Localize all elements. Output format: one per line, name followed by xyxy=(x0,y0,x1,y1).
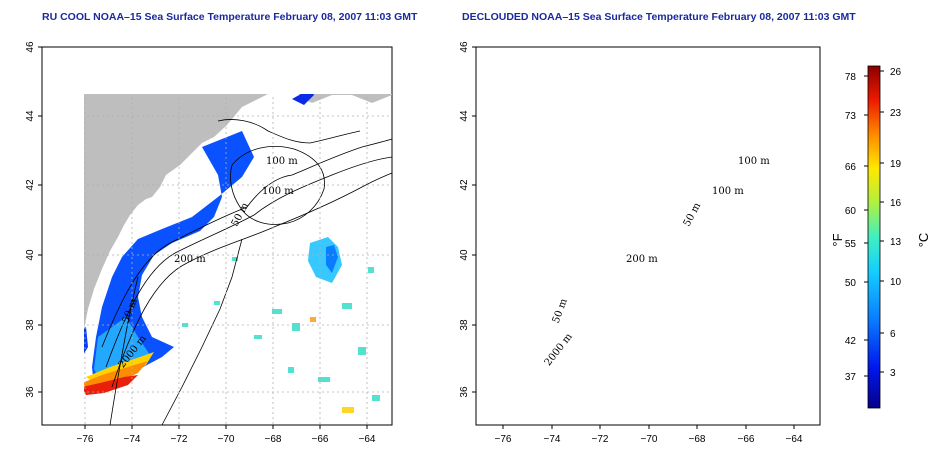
colorbar-c-tick-26: 26 xyxy=(890,67,902,78)
right-contour-label-200m: 200 m xyxy=(626,254,658,265)
right-contour-label-100m-north: 100 m xyxy=(738,156,770,167)
temperature-colorbar: 78 73 66 60 55 50 42 37 26 23 19 16 13 1… xyxy=(830,65,931,409)
left-y-axis: 46 44 42 40 38 36 xyxy=(25,41,42,398)
left-lat-tick-40: 40 xyxy=(25,249,36,261)
left-lon-tick-66: −66 xyxy=(312,434,329,445)
right-lon-tick-66: −66 xyxy=(738,434,755,445)
right-lat-tick-42: 42 xyxy=(459,179,470,191)
colorbar-fahrenheit-unit: °F xyxy=(830,233,845,246)
left-lat-tick-46: 46 xyxy=(25,41,36,53)
right-lat-tick-36: 36 xyxy=(459,386,470,398)
left-contour-label-100m-bank: 100 m xyxy=(262,186,294,197)
left-lat-tick-36: 36 xyxy=(25,386,36,398)
right-lon-tick-70: −70 xyxy=(641,434,658,445)
left-lon-tick-72: −72 xyxy=(171,434,188,445)
left-lon-tick-76: −76 xyxy=(77,434,94,445)
colorbar-c-tick-19: 19 xyxy=(890,159,902,170)
colorbar-c-tick-10: 10 xyxy=(890,277,902,288)
right-lat-tick-46: 46 xyxy=(459,41,470,53)
colorbar-celsius-unit: °C xyxy=(916,233,931,248)
right-lat-tick-38: 38 xyxy=(459,319,470,331)
colorbar-f-tick-50: 50 xyxy=(845,278,857,289)
colorbar-c-tick-23: 23 xyxy=(890,108,902,119)
colorbar-c-tick-13: 13 xyxy=(890,237,902,248)
left-contour-label-100m-north: 100 m xyxy=(266,156,298,167)
left-lat-tick-42: 42 xyxy=(25,179,36,191)
left-map-panel: 100 m 100 m 50 m 200 m 50 m 2000 m −76 −… xyxy=(25,41,393,445)
colorbar-f-tick-55: 55 xyxy=(845,239,857,250)
right-lat-tick-44: 44 xyxy=(459,110,470,122)
colorbar-f-tick-66: 66 xyxy=(845,162,857,173)
left-x-axis: −76 −74 −72 −70 −68 −66 −64 xyxy=(77,425,376,445)
colorbar-f-tick-42: 42 xyxy=(845,336,857,347)
left-grid xyxy=(84,94,392,425)
right-panel-title: DECLOUDED NOAA–15 Sea Surface Temperatur… xyxy=(462,11,856,23)
right-lon-tick-72: −72 xyxy=(592,434,609,445)
colorbar-c-tick-3: 3 xyxy=(890,368,896,379)
right-y-axis: 46 44 42 40 38 36 xyxy=(459,41,476,398)
right-lat-tick-40: 40 xyxy=(459,249,470,261)
left-lon-tick-70: −70 xyxy=(218,434,235,445)
right-lon-tick-76: −76 xyxy=(495,434,512,445)
colorbar-f-tick-37: 37 xyxy=(845,372,857,383)
right-map-panel: 100 m 100 m 50 m 200 m 50 m 2000 m −76 −… xyxy=(459,41,821,445)
right-lon-tick-68: −68 xyxy=(689,434,706,445)
left-lon-tick-74: −74 xyxy=(124,434,141,445)
right-contour-label-100m-bank: 100 m xyxy=(712,186,744,197)
left-sst-field xyxy=(84,94,380,413)
right-lon-tick-64: −64 xyxy=(786,434,803,445)
colorbar-c-tick-6: 6 xyxy=(890,329,896,340)
left-lon-tick-64: −64 xyxy=(359,434,376,445)
left-lat-tick-38: 38 xyxy=(25,319,36,331)
colorbar-c-tick-16: 16 xyxy=(890,198,902,209)
left-panel-title: RU COOL NOAA–15 Sea Surface Temperature … xyxy=(42,11,418,23)
left-contour-label-200m: 200 m xyxy=(174,254,206,265)
right-lon-tick-74: −74 xyxy=(544,434,561,445)
colorbar-f-tick-73: 73 xyxy=(845,111,857,122)
colorbar-f-tick-60: 60 xyxy=(845,206,857,217)
colorbar-f-tick-78: 78 xyxy=(845,72,857,83)
right-x-axis: −76 −74 −72 −70 −68 −66 −64 xyxy=(495,425,803,445)
left-lon-tick-68: −68 xyxy=(265,434,282,445)
left-lat-tick-44: 44 xyxy=(25,110,36,122)
